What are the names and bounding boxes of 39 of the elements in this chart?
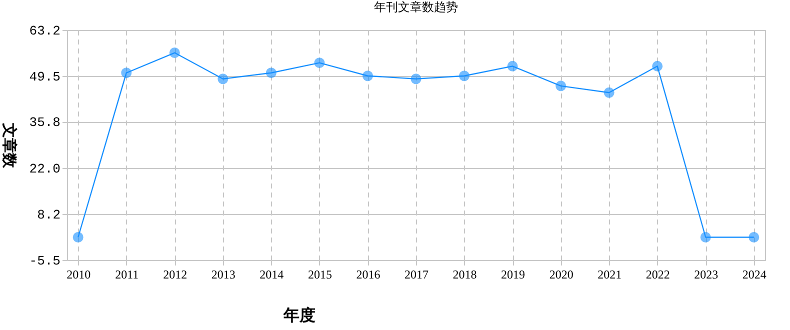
point — [362, 70, 373, 82]
point — [507, 60, 518, 72]
point — [72, 232, 84, 242]
point — [748, 232, 760, 242]
point — [266, 68, 276, 78]
x-tick-label: 2015 — [308, 268, 332, 282]
x-tick-label: 2018 — [452, 268, 477, 282]
x-tick-label: 2010 — [66, 268, 91, 282]
point — [410, 74, 422, 84]
x-tick-label: 2023 — [694, 268, 718, 282]
y-axis-title: 文章数 — [0, 122, 18, 169]
x-tick-label: 2021 — [598, 268, 622, 282]
y-tick-label: 22.0 — [29, 161, 60, 176]
point — [604, 87, 614, 98]
x-tick-label: 2022 — [646, 268, 670, 282]
point — [652, 60, 663, 72]
y-tick-label: 49.5 — [29, 69, 60, 84]
x-tick-label: 2014 — [260, 268, 284, 282]
x-tick-label: 2024 — [742, 268, 766, 282]
point — [556, 80, 566, 92]
point — [121, 68, 132, 78]
y-tick-label: -5.5 — [29, 254, 60, 268]
point — [314, 58, 325, 68]
point — [700, 232, 711, 242]
x-tick-label: 2013 — [211, 268, 236, 282]
point — [169, 48, 180, 58]
x-tick-label: 2016 — [356, 268, 380, 282]
x-tick-label: 2019 — [501, 268, 526, 282]
x-tick-label: 2012 — [163, 268, 188, 282]
x-tick-label: 2017 — [404, 268, 428, 282]
point — [459, 70, 470, 82]
chart-title: 年刊文章数趋势 — [374, 0, 458, 14]
y-tick-label: 35.8 — [29, 115, 60, 130]
y-tick-label: 63.2 — [29, 24, 60, 38]
point — [218, 74, 228, 84]
y-tick-label: 8.2 — [37, 208, 60, 223]
x-tick-label: 2020 — [549, 268, 574, 282]
x-tick-label: 2011 — [115, 268, 139, 282]
x-axis-title: 年度 — [282, 306, 316, 324]
